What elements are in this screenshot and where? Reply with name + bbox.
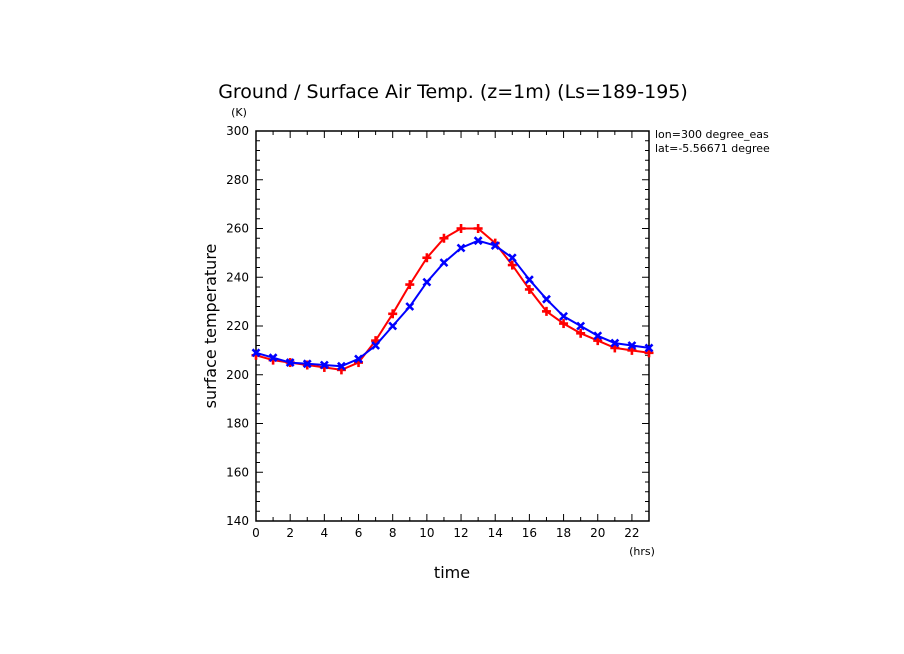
data-point xyxy=(439,233,449,243)
data-point xyxy=(524,275,534,285)
y-axis: 140 160 180 200 220 240 260 280 300 xyxy=(226,124,649,528)
x-axis-label: time xyxy=(434,563,470,582)
x-tick-label: 18 xyxy=(556,526,571,540)
series-line-0 xyxy=(255,227,650,371)
data-point xyxy=(524,284,534,294)
plot-frame xyxy=(255,130,650,522)
data-point xyxy=(576,328,586,338)
y-tick-label: 180 xyxy=(226,417,249,431)
data-point xyxy=(302,359,312,369)
x-tick-label: 10 xyxy=(419,526,434,540)
data-point xyxy=(456,243,466,253)
x-tick-label: 4 xyxy=(321,526,329,540)
data-point xyxy=(559,319,569,329)
data-point xyxy=(251,348,261,358)
x-axis: 0 2 4 6 8 10 12 14 16 18 20 22 xyxy=(252,131,650,540)
y-tick-label: 160 xyxy=(226,465,249,479)
data-point xyxy=(337,361,346,371)
data-point xyxy=(319,360,329,370)
series-line-1 xyxy=(255,239,650,368)
data-point xyxy=(542,294,551,304)
data-point xyxy=(439,258,449,268)
series-layer xyxy=(251,224,654,375)
data-point xyxy=(610,343,620,353)
data-point xyxy=(507,260,517,270)
data-point xyxy=(422,277,432,287)
data-point xyxy=(644,343,654,353)
data-point xyxy=(559,311,568,321)
x-tick-label: 22 xyxy=(624,526,639,540)
data-point xyxy=(473,236,483,246)
x-tick-label: 6 xyxy=(355,526,363,540)
data-point xyxy=(576,321,586,331)
data-point xyxy=(541,306,551,316)
data-point xyxy=(354,354,363,364)
data-point xyxy=(473,224,483,233)
annotation-lat: lat=-5.56671 degree xyxy=(655,142,770,155)
data-point xyxy=(268,353,278,363)
y-tick-label: 300 xyxy=(226,124,249,138)
data-point xyxy=(456,224,466,233)
x-unit: (hrs) xyxy=(629,545,655,558)
y-tick-label: 260 xyxy=(226,222,249,236)
data-point xyxy=(388,309,398,319)
x-tick-label: 16 xyxy=(522,526,537,540)
data-point xyxy=(593,331,603,341)
data-point xyxy=(405,280,415,290)
x-tick-label: 12 xyxy=(453,526,468,540)
data-point xyxy=(627,341,637,350)
x-tick-label: 0 xyxy=(252,526,260,540)
y-tick-label: 280 xyxy=(226,173,249,187)
data-point xyxy=(507,253,517,263)
y-axis-label: surface temperature xyxy=(201,244,220,409)
data-point xyxy=(490,241,500,250)
chart-title: Ground / Surface Air Temp. (z=1m) (Ls=18… xyxy=(218,81,688,103)
y-tick-label: 220 xyxy=(226,319,249,333)
data-point xyxy=(405,302,415,311)
x-tick-label: 8 xyxy=(389,526,397,540)
data-point xyxy=(644,348,654,358)
data-point xyxy=(371,341,381,350)
y-unit: (K) xyxy=(231,106,247,119)
x-tick-label: 20 xyxy=(590,526,605,540)
y-tick-label: 140 xyxy=(226,514,249,528)
data-point xyxy=(422,253,432,263)
x-tick-label: 2 xyxy=(286,526,294,540)
data-point xyxy=(593,336,603,346)
annotation-lon: lon=300 degree_eas xyxy=(655,128,769,141)
x-tick-label: 14 xyxy=(488,526,503,540)
data-point xyxy=(285,358,295,367)
data-point xyxy=(388,321,398,331)
data-point xyxy=(610,338,620,348)
y-tick-label: 240 xyxy=(226,270,249,284)
y-tick-label: 200 xyxy=(226,368,249,382)
data-point xyxy=(627,345,637,355)
